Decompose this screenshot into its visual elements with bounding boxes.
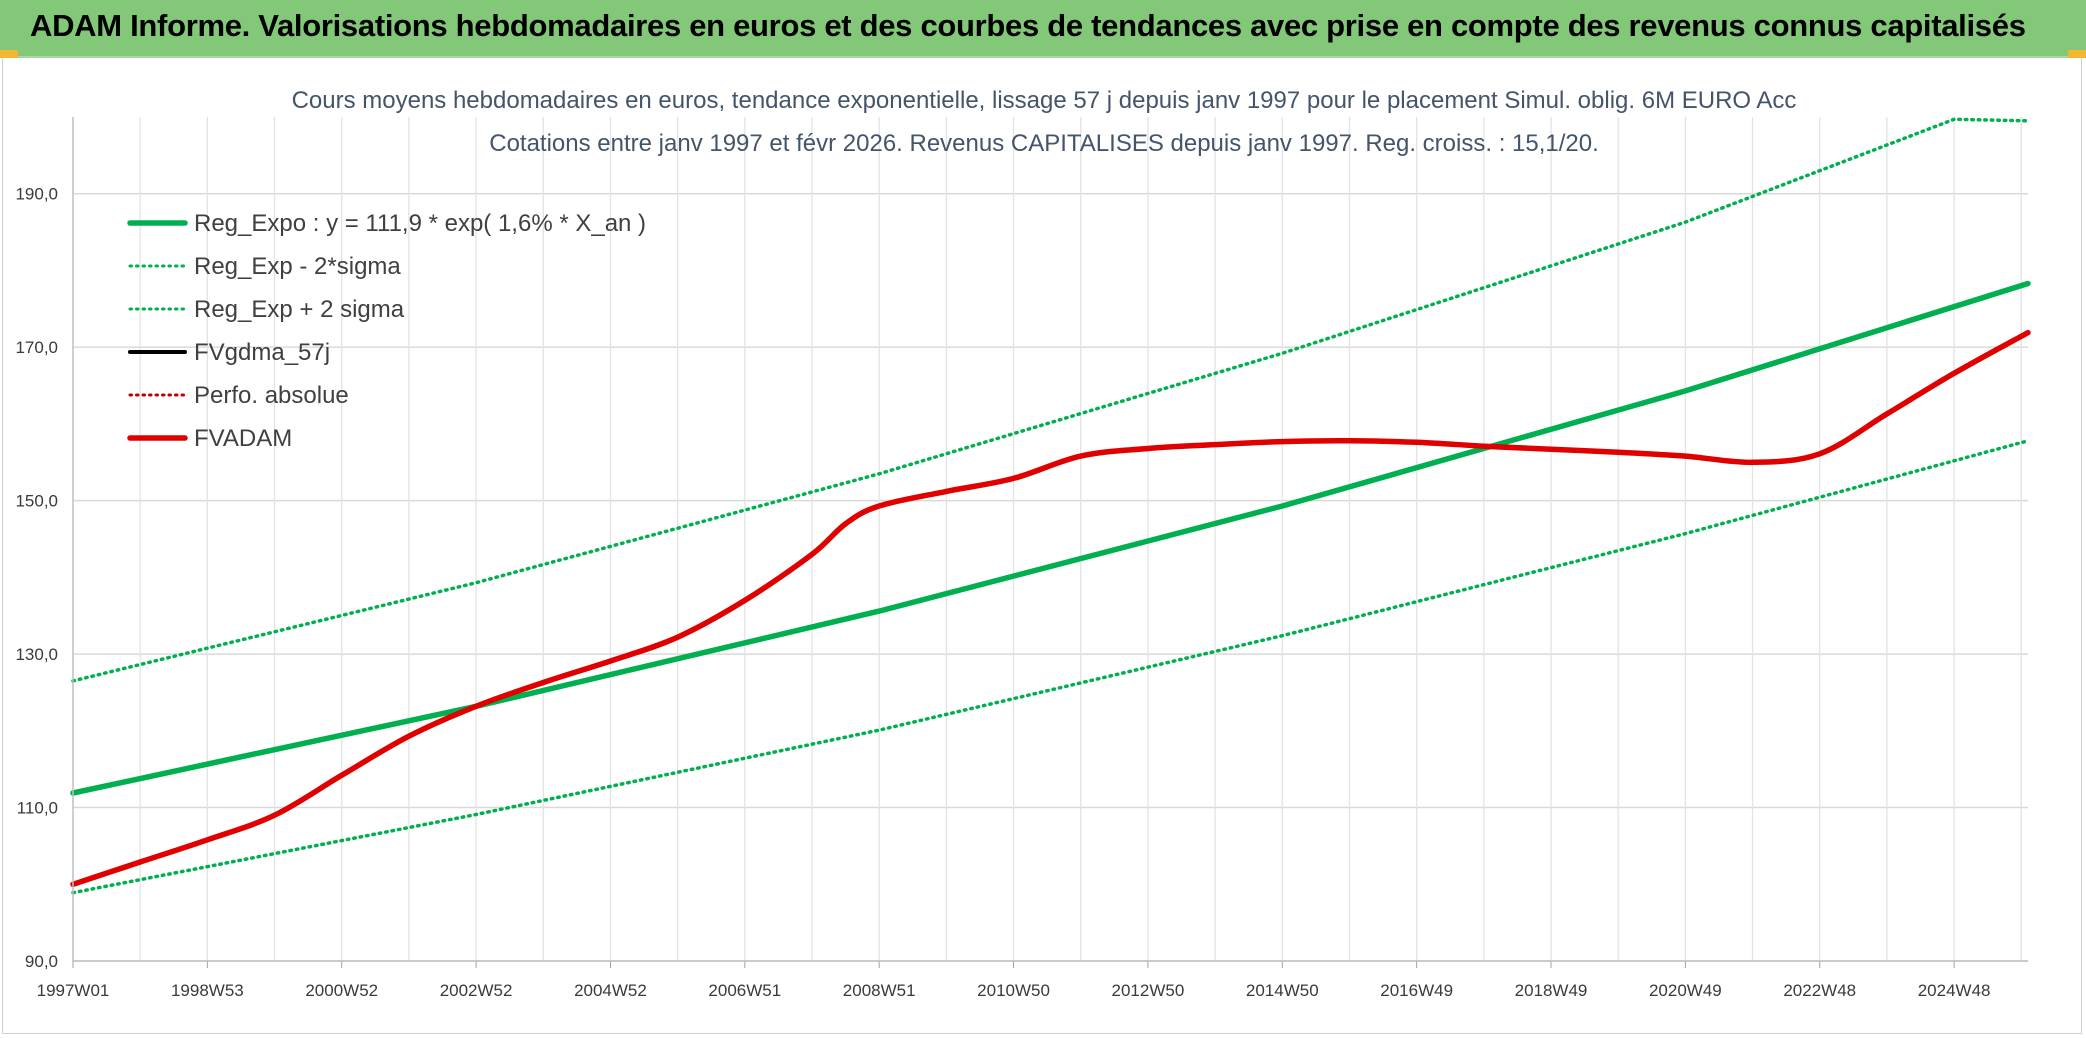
x-tick-label: 1997W01	[37, 981, 110, 1000]
grid-lines	[73, 117, 2028, 962]
y-tick-label: 130,0	[15, 645, 58, 664]
chart-title-line-1: Cours moyens hebdomadaires en euros, ten…	[292, 87, 1797, 114]
y-tick-label: 190,0	[15, 185, 58, 204]
header-banner: ADAM Informe. Valorisations hebdomadaire…	[0, 0, 2086, 58]
chart-title-line-2: Cotations entre janv 1997 et févr 2026. …	[489, 130, 1599, 157]
chart-frame	[2, 58, 2082, 1034]
x-tick-label: 2018W49	[1515, 981, 1588, 1000]
axes: 90,0 110,0 130,0 150,0 170,0 190,0 1997W01 1998…	[15, 117, 2028, 1000]
series-line-2	[71, 117, 2030, 683]
legend-label: FVgdma_57j	[194, 339, 330, 366]
x-tick-label: 2004W52	[574, 981, 647, 1000]
y-tick-label: 110,0	[17, 799, 58, 818]
y-tick-label: 170,0	[15, 338, 58, 357]
legend-label: Reg_Expo : y = 111,9 * exp( 1,6% * X_an …	[194, 210, 646, 237]
x-tick-label: 2024W48	[1918, 981, 1991, 1000]
x-tick-label: 2010W50	[977, 981, 1050, 1000]
x-tick-label: 2006W51	[708, 981, 781, 1000]
series-line-0	[70, 280, 2031, 796]
y-tick-label: 150,0	[15, 492, 58, 511]
page-title: ADAM Informe. Valorisations hebdomadaire…	[30, 8, 2026, 43]
x-tick-label: 1998W53	[171, 981, 244, 1000]
x-tick-label: 2014W50	[1246, 981, 1319, 1000]
x-tick-label: 2022W48	[1783, 981, 1856, 1000]
legend-label: Perfo. absolue	[194, 382, 349, 409]
x-tick-label: 2012W50	[1112, 981, 1185, 1000]
x-tick-label: 2008W51	[843, 981, 916, 1000]
x-tick-label: 2000W52	[305, 981, 378, 1000]
legend-label: Reg_Exp + 2 sigma	[194, 296, 405, 323]
x-tick-label: 2020W49	[1649, 981, 1722, 1000]
legend-label: FVADAM	[194, 425, 292, 452]
legend-label: Reg_Exp - 2*sigma	[194, 253, 401, 280]
corner-accent-right	[2068, 50, 2086, 58]
x-tick-label: 2002W52	[440, 981, 513, 1000]
y-tick-label: 90,0	[25, 952, 58, 971]
x-tick-label: 2016W49	[1380, 981, 1453, 1000]
corner-accent-left	[0, 50, 18, 58]
legend: Reg_Expo : y = 111,9 * exp( 1,6% * X_an …	[127, 210, 646, 452]
series-line-5	[70, 329, 2031, 888]
series-lines	[70, 117, 2031, 895]
series-line-1	[71, 439, 2030, 895]
